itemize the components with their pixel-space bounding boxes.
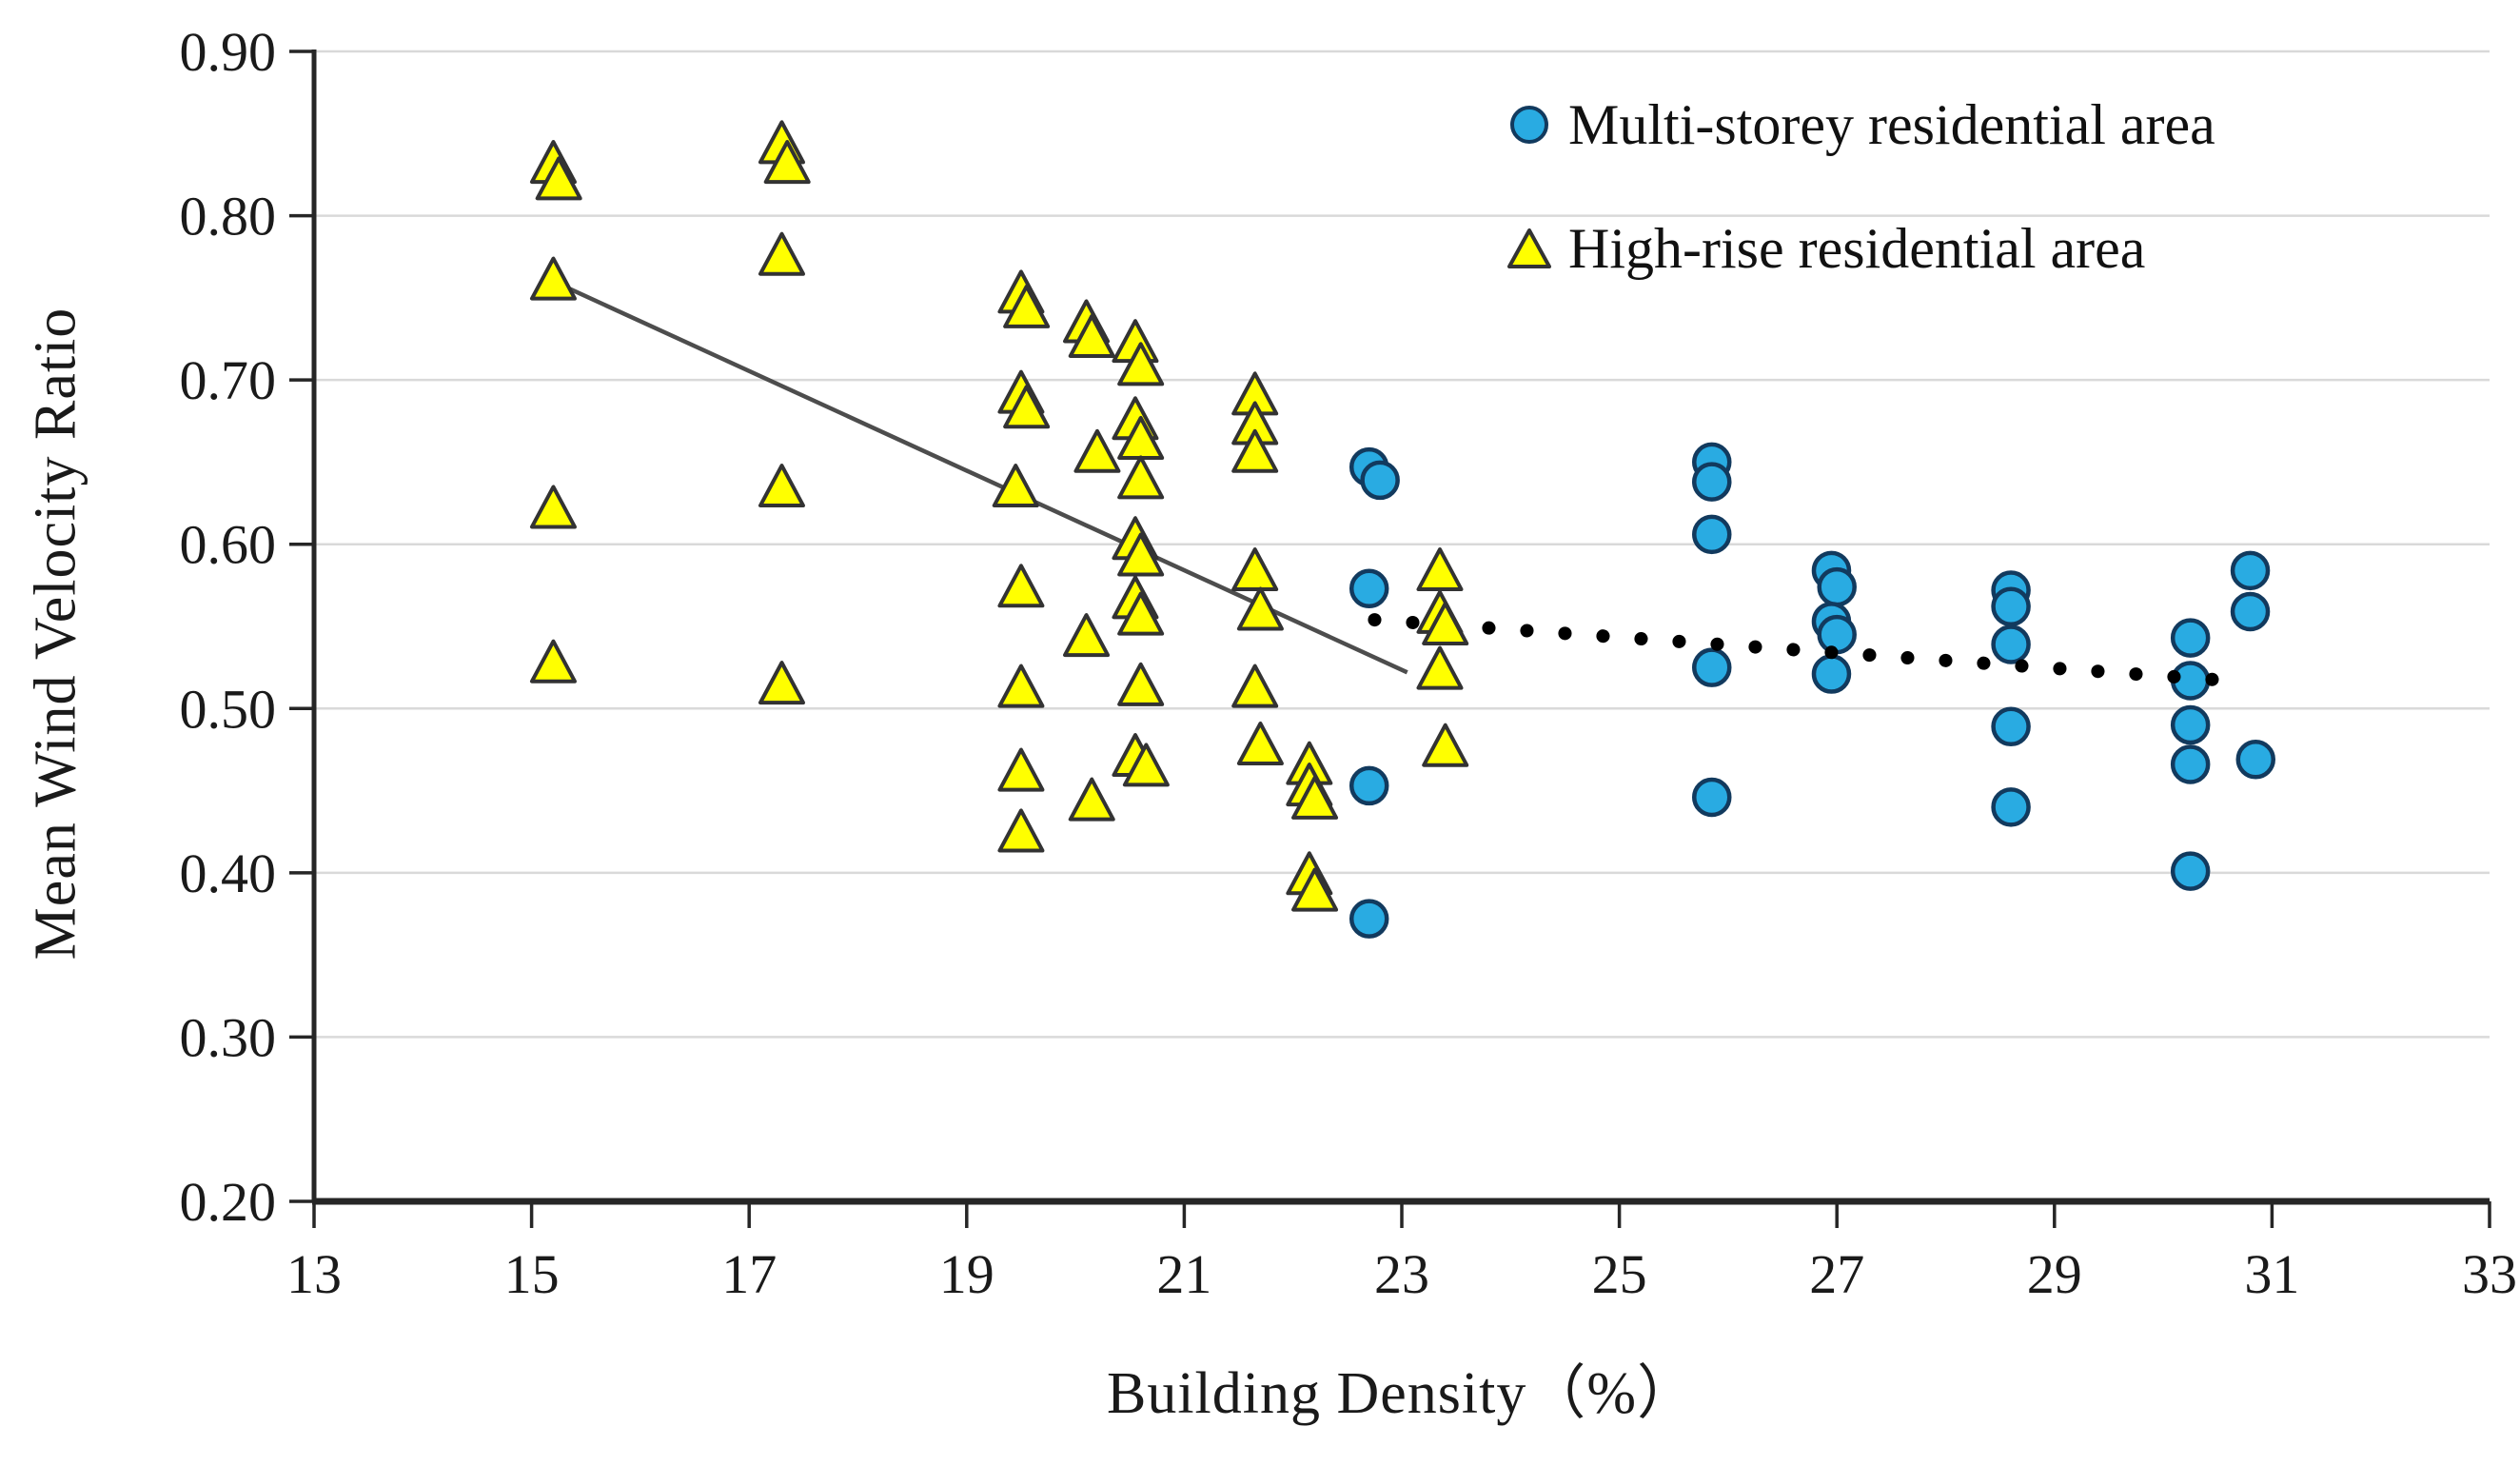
- y-tick-label: 0.50: [180, 678, 277, 740]
- x-tick-label: 27: [1809, 1243, 1864, 1305]
- x-tick-label: 33: [2462, 1243, 2517, 1305]
- scatter-point-high-rise: [1117, 455, 1165, 500]
- scatter-point-high-rise: [1117, 532, 1165, 577]
- scatter-point-high-rise: [1073, 428, 1121, 473]
- scatter-point-high-rise: [1122, 743, 1170, 787]
- legend-item-multi-storey: Multi-storey residential area: [1504, 63, 2215, 187]
- x-tick-label: 23: [1374, 1243, 1429, 1305]
- scatter-point-multi-storey: [1991, 624, 2031, 664]
- y-tick-label: 0.70: [180, 349, 277, 411]
- scatter-point-high-rise: [1231, 547, 1279, 592]
- scatter-point-multi-storey: [1692, 647, 1732, 687]
- scatter-point-high-rise: [758, 464, 805, 508]
- scatter-point-high-rise: [1231, 664, 1279, 708]
- x-tick-label: 31: [2244, 1243, 2299, 1305]
- scatter-point-multi-storey: [1991, 586, 2031, 627]
- scatter-point-high-rise: [1291, 867, 1339, 912]
- scatter-point-high-rise: [1068, 777, 1115, 822]
- x-tick-label: 15: [504, 1243, 560, 1305]
- scatter-point-multi-storey: [2170, 744, 2211, 784]
- scatter-point-multi-storey: [1817, 614, 1857, 655]
- x-tick-label: 21: [1156, 1243, 1211, 1305]
- scatter-point-high-rise: [1422, 723, 1469, 767]
- y-tick-label: 0.80: [180, 186, 277, 248]
- x-tick-label: 19: [939, 1243, 994, 1305]
- trend-line-dotted: [1368, 613, 2247, 688]
- scatter-point-high-rise: [997, 808, 1045, 853]
- legend: Multi-storey residential area High-rise …: [1504, 63, 2215, 310]
- scatter-point-multi-storey: [1692, 777, 1732, 818]
- scatter-point-high-rise: [1068, 314, 1115, 358]
- scatter-point-high-rise: [1117, 342, 1165, 386]
- scatter-point-multi-storey: [1692, 514, 1732, 555]
- x-tick-label: 25: [1592, 1243, 1647, 1305]
- x-tick-label: 17: [721, 1243, 777, 1305]
- scatter-point-high-rise: [997, 747, 1045, 792]
- scatter-point-high-rise: [997, 564, 1045, 608]
- scatter-point-multi-storey: [2235, 740, 2276, 780]
- scatter-point-high-rise: [1003, 385, 1051, 429]
- scatter-point-multi-storey: [1349, 765, 1389, 806]
- scatter-point-multi-storey: [1991, 706, 2031, 747]
- scatter-point-multi-storey: [2170, 704, 2211, 745]
- scatter-point-multi-storey: [1817, 566, 1857, 607]
- scatter-point-multi-storey: [1349, 899, 1389, 939]
- y-tick-label: 0.30: [180, 1006, 277, 1068]
- scatter-point-high-rise: [763, 140, 811, 185]
- scatter-point-high-rise: [992, 464, 1039, 508]
- x-axis-title: Building Density（%）: [1106, 1361, 1698, 1426]
- y-tick-label: 0.20: [180, 1171, 277, 1233]
- trend-line-solid: [552, 279, 1408, 675]
- scatter-point-multi-storey: [1349, 568, 1389, 609]
- scatter-point-high-rise: [1291, 775, 1339, 820]
- x-tick-label: 13: [286, 1243, 342, 1305]
- scatter-point-high-rise: [1422, 602, 1469, 645]
- scatter-point-high-rise: [1117, 662, 1165, 706]
- scatter-point-multi-storey: [1692, 462, 1732, 502]
- scatter-point-high-rise: [1236, 586, 1284, 631]
- scatter-point-multi-storey: [1811, 654, 1852, 694]
- scatter-point-high-rise: [529, 256, 577, 301]
- legend-item-high-rise: High-rise residential area: [1504, 187, 2215, 310]
- scatter-point-high-rise: [535, 156, 582, 201]
- legend-label: Multi-storey residential area: [1568, 92, 2215, 156]
- y-axis-title: Mean Wind Velocity Ratio: [23, 307, 89, 960]
- scatter-point-high-rise: [997, 664, 1045, 708]
- scatter-point-high-rise: [1416, 547, 1464, 592]
- scatter-point-multi-storey: [2170, 851, 2211, 891]
- x-tick-label: 29: [2027, 1243, 2082, 1305]
- scatter-point-high-rise: [529, 485, 577, 529]
- y-axis-title-container: Mean Wind Velocity Ratio: [13, 0, 99, 1266]
- scatter-point-high-rise: [529, 639, 577, 683]
- circle-marker-icon: [1504, 103, 1555, 147]
- triangle-marker-icon: [1504, 227, 1555, 270]
- scatter-point-high-rise: [758, 661, 805, 705]
- scatter-point-multi-storey: [2230, 591, 2271, 632]
- scatter-point-high-rise: [1003, 284, 1051, 328]
- scatter-point-multi-storey: [1360, 460, 1400, 501]
- y-tick-label: 0.60: [180, 514, 277, 576]
- legend-label: High-rise residential area: [1568, 216, 2146, 280]
- scatter-point-high-rise: [1117, 591, 1165, 636]
- y-tick-label: 0.90: [180, 21, 277, 83]
- scatter-point-multi-storey: [2170, 618, 2211, 658]
- scatter-point-multi-storey: [1991, 787, 2031, 827]
- scatter-point-high-rise: [1236, 721, 1284, 765]
- scatter-point-multi-storey: [2230, 550, 2271, 591]
- scatter-point-high-rise: [1063, 613, 1111, 658]
- y-tick-label: 0.40: [180, 842, 277, 904]
- scatter-point-high-rise: [1231, 428, 1279, 473]
- scatter-point-high-rise: [758, 231, 805, 276]
- scatter-point-high-rise: [1416, 645, 1464, 690]
